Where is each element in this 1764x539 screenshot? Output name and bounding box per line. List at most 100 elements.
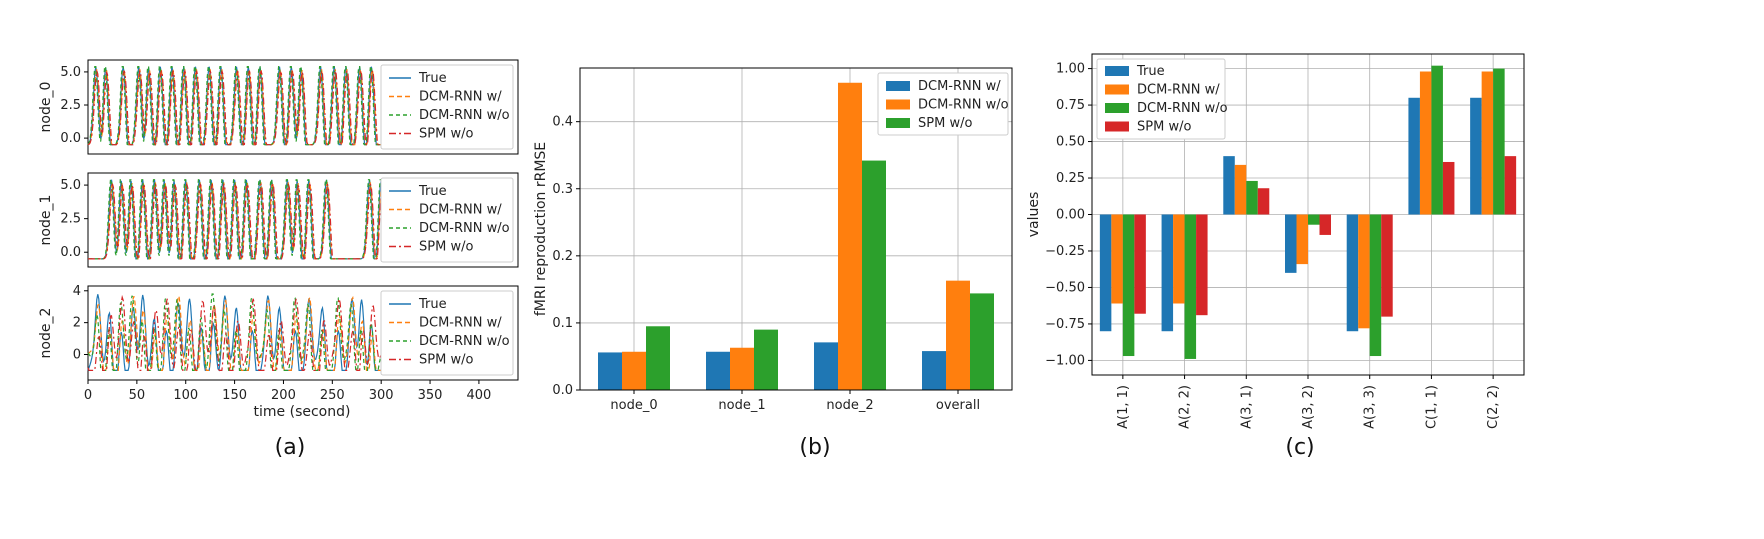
bar-spm-w-o-0 xyxy=(1134,214,1146,314)
x-tick-label: A(2, 2) xyxy=(1178,385,1193,429)
y-tick-label: −0.75 xyxy=(1045,317,1085,332)
bar-dcm-rnn-w-o-node_0 xyxy=(622,351,646,390)
legend-swatch xyxy=(886,99,910,110)
y-axis-label: values xyxy=(1026,192,1042,238)
y-tick-label: 0.2 xyxy=(552,249,573,264)
timeseries-subplot-1: 0.0 2.5 5.0 node_1 True DCM-RNN w/DCM-RNN w/o… xyxy=(38,172,519,268)
bar-spm-w-o-node_2 xyxy=(862,160,886,390)
bar-dcm-rnn-w--2 xyxy=(1234,164,1247,215)
x-tick-label: 50 xyxy=(129,388,146,403)
bar-dcm-rnn-w-o-5 xyxy=(1431,65,1443,215)
legend-box xyxy=(380,290,514,376)
bar-true-4 xyxy=(1346,214,1359,332)
bar-spm-w-o-node_0 xyxy=(646,326,670,390)
series-line-spm-w-o xyxy=(87,294,382,372)
x-tick-label: 200 xyxy=(271,388,296,403)
y-axis-label: node_1 xyxy=(38,195,54,246)
x-tick-label: 250 xyxy=(320,388,345,403)
legend-entry: DCM-RNN w/o xyxy=(419,108,510,123)
bar-dcm-rnn-w-o-1 xyxy=(1184,214,1197,359)
y-tick-label: 5.0 xyxy=(60,65,81,80)
bar-true-0 xyxy=(1099,214,1112,332)
y-axis-label: node_2 xyxy=(38,308,54,359)
series-line-spm-w-o xyxy=(88,182,382,260)
subplot-frame xyxy=(87,285,519,381)
legend-swatch xyxy=(886,118,910,128)
y-tick-label: 0.75 xyxy=(1056,98,1085,113)
y-tick-label: 2.5 xyxy=(60,212,81,227)
y-tick-label: 4 xyxy=(73,284,81,299)
bar-true-5 xyxy=(1408,97,1420,215)
x-tick-label: 150 xyxy=(222,388,247,403)
bar-dcm-rnn-w-o-4 xyxy=(1369,214,1382,357)
legend-entry: DCM-RNN w/ xyxy=(419,203,502,218)
legend-entry: True xyxy=(418,297,447,312)
y-tick-label: 0 xyxy=(73,348,81,363)
x-tick-label: overall xyxy=(936,398,980,413)
bar-spm-w-o-6 xyxy=(1504,156,1517,215)
subplot-frame xyxy=(87,172,519,268)
bar-dcm-rnn-w-o-0 xyxy=(1122,214,1135,357)
y-tick-label: 1.00 xyxy=(1056,62,1085,77)
legend-box xyxy=(1096,58,1226,140)
panel-label-c: (c) xyxy=(1285,435,1314,460)
x-tick-label: 100 xyxy=(173,388,198,403)
bar-true-3 xyxy=(1285,214,1297,273)
y-tick-label: −0.25 xyxy=(1045,244,1085,259)
bar-dcm-rnn-w-o-2 xyxy=(1246,180,1258,215)
y-tick-label: 0.50 xyxy=(1056,135,1085,150)
legend-entry: DCM-RNN w/ xyxy=(1137,83,1220,98)
legend-entry: SPM w/o xyxy=(1137,120,1191,135)
legend-box xyxy=(877,72,1009,136)
series-line-dcm-rnn-w-o xyxy=(87,293,382,371)
y-axis-label: fMRI reproduction rRMSE xyxy=(533,142,549,316)
legend-entry: True xyxy=(418,184,447,199)
bar-dcm-rnn-w--0 xyxy=(1111,214,1123,304)
subplot-frame xyxy=(87,59,519,155)
legend-swatch xyxy=(1105,103,1129,113)
x-tick-label: 350 xyxy=(418,388,443,403)
y-tick-label: 0.0 xyxy=(60,245,81,260)
bar-dcm-rnn-w-o-node_1 xyxy=(730,347,754,390)
bar-chart-parameters: 1.00 0.75 0.50 0.25 0.00 −0.25 −0.50 −0.75 −1.00… xyxy=(1026,53,1525,429)
legend-entry: SPM w/o xyxy=(419,127,473,142)
timeseries-subplot-0: 0.0 2.5 5.0 node_0 True DCM-RNN w/DCM-RNN w/o… xyxy=(38,59,519,155)
y-tick-label: 0.00 xyxy=(1056,208,1085,223)
bar-dcm-rnn-w--5 xyxy=(1419,71,1432,215)
legend-entry: DCM-RNN w/o xyxy=(1137,101,1228,116)
bar-dcm-rnn-w--6 xyxy=(1481,71,1494,215)
legend-entry: DCM-RNN w/ xyxy=(419,90,502,105)
y-tick-label: 2.5 xyxy=(60,98,81,113)
x-tick-label: A(3, 2) xyxy=(1301,385,1316,429)
y-tick-label: −0.50 xyxy=(1045,280,1085,295)
legend-swatch xyxy=(1105,121,1129,132)
legend-entry: True xyxy=(1136,64,1165,79)
bar-spm-w-o-4 xyxy=(1381,214,1393,317)
y-tick-label: 0.0 xyxy=(552,383,573,398)
legend-entry: DCM-RNN w/ xyxy=(918,79,1001,94)
x-tick-label: A(3, 1) xyxy=(1239,385,1254,429)
legend-swatch xyxy=(1105,84,1129,95)
bar-true-2 xyxy=(1223,156,1235,215)
series-line-dcm-rnn-w-o xyxy=(88,178,382,260)
legend-entry: SPM w/o xyxy=(918,116,972,131)
series-line-true xyxy=(87,294,382,372)
x-axis-label: time (second) xyxy=(254,404,351,420)
bar-dcm-rnn-w--3 xyxy=(1296,214,1308,265)
legend-entry: DCM-RNN w/ xyxy=(419,316,502,331)
bar-dcm-rnn-w--node_2 xyxy=(814,342,838,390)
bar-dcm-rnn-w-o-3 xyxy=(1308,214,1320,225)
panel-label-a: (a) xyxy=(275,435,306,460)
x-tick-label: C(2, 2) xyxy=(1486,385,1501,429)
bar-spm-w-o-node_1 xyxy=(754,329,778,390)
y-tick-label: 2 xyxy=(73,316,81,331)
bar-spm-w-o-2 xyxy=(1257,188,1270,215)
series-line-true xyxy=(87,66,382,146)
y-axis-label: node_0 xyxy=(38,82,54,133)
x-tick-label: node_0 xyxy=(610,398,657,413)
bar-dcm-rnn-w--overall xyxy=(922,351,946,390)
plot-frame xyxy=(579,67,1013,391)
x-tick-label: node_1 xyxy=(718,398,765,413)
x-tick-label: A(1, 1) xyxy=(1116,385,1131,429)
